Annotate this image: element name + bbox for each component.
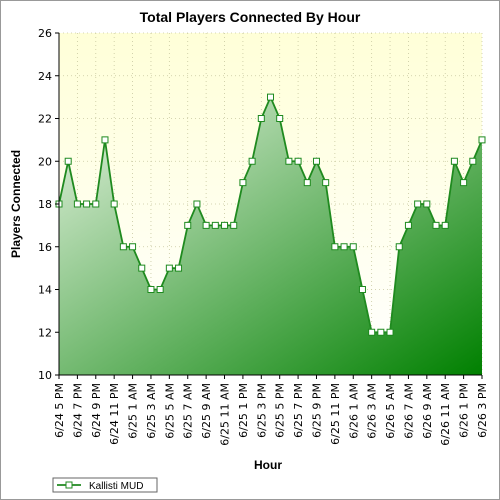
legend-box: [52, 477, 158, 493]
x-tick-label: 6/26 3 PM: [476, 383, 489, 438]
data-point-marker: [340, 243, 348, 251]
data-point-marker: [450, 157, 458, 165]
data-point-marker: [138, 264, 146, 272]
data-point-marker: [92, 200, 100, 208]
data-point-marker: [202, 221, 210, 229]
data-point-marker: [147, 286, 155, 293]
data-point-marker: [322, 179, 330, 187]
data-point-marker: [469, 157, 477, 165]
data-point-marker: [129, 243, 137, 251]
data-point-marker: [432, 221, 440, 229]
y-tick-label: 26: [38, 27, 52, 40]
x-tick-label: 6/25 3 PM: [255, 383, 268, 438]
chart-title: Total Players Connected By Hour: [140, 9, 361, 25]
y-tick-label: 16: [38, 241, 52, 254]
data-point-marker: [267, 93, 274, 101]
data-point-marker: [395, 243, 403, 251]
data-point-marker: [386, 328, 394, 336]
data-point-marker: [303, 179, 311, 187]
data-point-marker: [248, 157, 256, 165]
x-tick-label: 6/25 9 PM: [310, 383, 323, 438]
data-point-marker: [110, 200, 118, 208]
y-tick-label: 24: [38, 70, 52, 83]
y-tick-label: 22: [38, 113, 52, 126]
data-point-marker: [73, 200, 81, 208]
y-tick-label: 12: [38, 326, 52, 339]
y-axis-title: Players Connected: [9, 150, 23, 258]
x-tick-label: 6/24 7 PM: [71, 383, 84, 438]
x-tick-label: 6/25 7 AM: [182, 383, 195, 439]
data-point-marker: [404, 221, 412, 229]
data-points: [55, 93, 486, 336]
x-tick-label: 6/26 9 AM: [421, 383, 434, 439]
legend-marker-icon: [65, 481, 73, 489]
data-point-marker: [377, 328, 385, 336]
data-point-marker: [83, 200, 91, 208]
data-point-marker: [257, 115, 265, 122]
data-point-marker: [294, 157, 302, 165]
x-tick-label: 6/26 1 AM: [347, 383, 360, 439]
x-tick-label: 6/25 1 AM: [127, 383, 140, 439]
x-tick-label: 6/24 11 PM: [108, 383, 121, 445]
x-tick-label: 6/25 5 PM: [274, 383, 287, 438]
data-point-marker: [414, 200, 422, 208]
data-point-marker: [101, 136, 109, 144]
x-axis-ticks: 6/24 5 PM 6/24 7 PM 6/24 9 PM 6/24 11 PM 6/2…: [53, 375, 489, 446]
y-axis-ticks: 10 12 14 16 18 20 22 24 26: [38, 27, 59, 382]
series-area-fill: [59, 97, 482, 375]
data-point-marker: [349, 243, 357, 251]
x-tick-label: 6/26 7 AM: [402, 383, 415, 439]
x-axis-title: Hour: [254, 458, 282, 472]
data-point-marker: [230, 221, 238, 229]
legend: Kallisti MUD: [52, 477, 158, 493]
x-tick-label: 6/26 3 AM: [366, 383, 379, 439]
data-point-marker: [478, 136, 486, 144]
y-tick-label: 14: [38, 284, 52, 297]
x-tick-label: 6/25 11 AM: [219, 383, 232, 446]
data-point-marker: [165, 264, 173, 272]
x-tick-label: 6/26 11 AM: [439, 383, 452, 446]
x-tick-label: 6/24 9 PM: [90, 383, 103, 438]
data-point-marker: [441, 221, 449, 229]
y-tick-label: 18: [38, 198, 52, 211]
x-tick-label: 6/26 5 AM: [384, 383, 397, 439]
data-point-marker: [331, 243, 339, 251]
x-tick-label: 6/26 1 PM: [458, 383, 471, 438]
x-tick-label: 6/25 5 AM: [163, 383, 176, 439]
data-point-marker: [193, 200, 201, 208]
x-tick-label: 6/25 11 PM: [329, 383, 342, 445]
x-tick-label: 6/24 5 PM: [53, 383, 66, 438]
x-tick-label: 6/25 3 AM: [145, 383, 158, 439]
data-point-marker: [276, 115, 284, 122]
data-point-marker: [460, 179, 468, 187]
data-point-marker: [156, 286, 164, 293]
x-tick-label: 6/25 1 PM: [237, 383, 250, 438]
data-point-marker: [358, 286, 366, 293]
legend-label: Kallisti MUD: [89, 481, 143, 492]
y-tick-label: 10: [38, 369, 52, 382]
data-point-marker: [285, 157, 293, 165]
data-point-marker: [239, 179, 247, 187]
data-point-marker: [175, 264, 183, 272]
data-point-marker: [368, 328, 376, 336]
y-tick-label: 20: [38, 155, 52, 168]
data-point-marker: [423, 200, 431, 208]
x-tick-label: 6/25 9 AM: [200, 383, 213, 439]
data-point-marker: [312, 157, 320, 165]
data-point-marker: [119, 243, 127, 251]
data-point-marker: [221, 221, 229, 229]
x-tick-label: 6/25 7 PM: [292, 383, 305, 438]
data-point-marker: [184, 221, 192, 229]
data-point-marker: [64, 157, 72, 165]
data-point-marker: [211, 221, 219, 229]
